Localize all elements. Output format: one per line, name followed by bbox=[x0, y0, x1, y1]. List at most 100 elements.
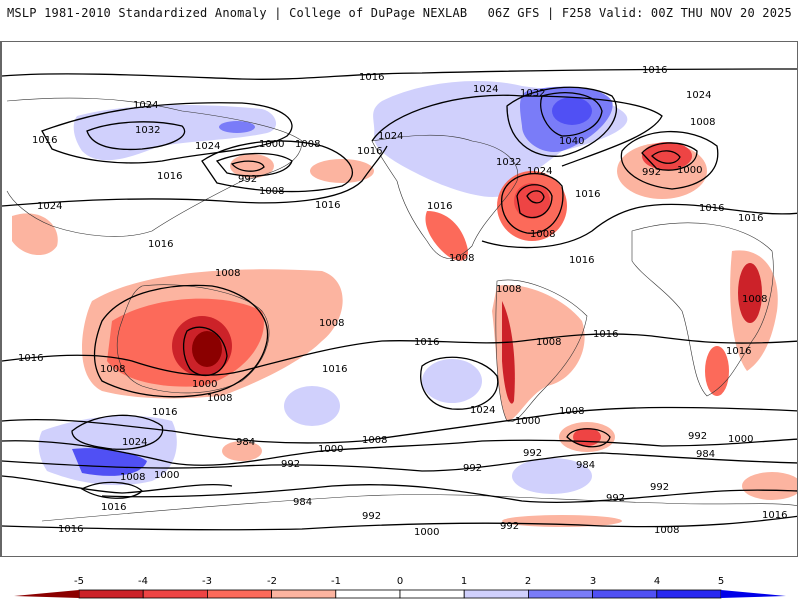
contour-label: 984 bbox=[696, 449, 715, 460]
map-title: MSLP 1981-2010 Standardized Anomaly | Co… bbox=[7, 6, 468, 20]
colorbar-segment bbox=[206, 589, 272, 599]
isobar-1008-uk bbox=[620, 130, 719, 190]
isobar-1032-siberia bbox=[86, 121, 186, 151]
isobar-1024-tasman bbox=[71, 414, 164, 450]
colorbar-segment bbox=[142, 589, 208, 599]
contour-label: 1016 bbox=[58, 524, 83, 535]
contour-label: 1016 bbox=[148, 239, 173, 250]
contour-label: 1008 bbox=[496, 284, 521, 295]
colorbar-tick: 5 bbox=[717, 576, 725, 587]
contour-label: 1016 bbox=[357, 146, 382, 157]
contour-label: 984 bbox=[293, 497, 312, 508]
positive-anomaly-siberia bbox=[73, 105, 277, 161]
negative-anomaly-india bbox=[12, 213, 58, 256]
negative-anomaly-south-africa bbox=[705, 346, 729, 396]
colorbar-tick: -2 bbox=[267, 576, 277, 587]
contour-labels: 1016 1016 1024 1032 1024 1016 1016 1024 … bbox=[18, 65, 787, 538]
contour-label: 1024 bbox=[473, 84, 498, 95]
isobar-1008-australia bbox=[93, 284, 269, 398]
contour-label: 1016 bbox=[18, 353, 43, 364]
colorbar-segment bbox=[271, 589, 337, 599]
contour-label: 1016 bbox=[642, 65, 667, 76]
isobar-1024-canada bbox=[371, 94, 663, 167]
contour-label: 1016 bbox=[315, 200, 340, 211]
isobar-1016-atlantic bbox=[481, 203, 797, 249]
contour-label: 992 bbox=[362, 511, 381, 522]
isobar-1024-siberia bbox=[41, 102, 293, 164]
isobar-1008-atlantic-low bbox=[501, 173, 564, 234]
contour-label: 1024 bbox=[133, 100, 158, 111]
negative-anomaly-north-pacific bbox=[310, 159, 374, 183]
colorbar-tick: 3 bbox=[589, 576, 597, 587]
contour-label: 1008 bbox=[120, 472, 145, 483]
isobar-1032-greenland bbox=[506, 86, 618, 157]
isobar-1000-aleutian bbox=[215, 152, 293, 177]
contour-label: 1000 bbox=[414, 527, 439, 538]
isobar-1016-arctic bbox=[2, 68, 797, 80]
colorbar-tick: 1 bbox=[460, 576, 468, 587]
contour-label: 1008 bbox=[654, 525, 679, 536]
contour-label: 1024 bbox=[686, 90, 711, 101]
contour-label: 1024 bbox=[195, 141, 220, 152]
contour-label: 1024 bbox=[470, 405, 495, 416]
contour-label: 1024 bbox=[527, 166, 552, 177]
contour-label: 984 bbox=[236, 437, 255, 448]
colorbar-segment bbox=[592, 589, 658, 599]
contour-label: 1000 bbox=[154, 470, 179, 481]
contour-label: 1016 bbox=[157, 171, 182, 182]
contour-label: 992 bbox=[642, 167, 661, 178]
isobar-992-southern bbox=[2, 452, 797, 472]
contour-label: 1016 bbox=[152, 407, 177, 418]
colorbar-tick: 4 bbox=[653, 576, 661, 587]
isobar-1016-chile-tasman-low bbox=[80, 481, 143, 499]
isobar-1016-tasman bbox=[2, 475, 233, 494]
model-run-info: 06Z GFS | F258 Valid: 00Z THU NOV 20 202… bbox=[487, 6, 792, 20]
contour-label: 1008 bbox=[559, 406, 584, 417]
contour-label: 992 bbox=[463, 463, 482, 474]
contour-label: 1008 bbox=[449, 253, 474, 264]
colorbar-tick: 2 bbox=[524, 576, 532, 587]
contour-label: 1024 bbox=[122, 437, 147, 448]
contour-label: 1016 bbox=[575, 189, 600, 200]
negative-anomaly-andes bbox=[502, 301, 515, 404]
colorbar-segment bbox=[78, 589, 144, 599]
positive-anomaly-south-pacific bbox=[284, 386, 340, 426]
contour-label: 992 bbox=[650, 482, 669, 493]
contour-label: 992 bbox=[500, 521, 519, 532]
negative-anomaly-uk-core bbox=[642, 142, 692, 170]
contour-label: 1016 bbox=[569, 255, 594, 266]
isobar-1016-tropics bbox=[2, 333, 797, 376]
contour-label: 1016 bbox=[738, 213, 763, 224]
contour-label: 1008 bbox=[319, 318, 344, 329]
coast-north-america bbox=[371, 134, 519, 259]
contour-label: 984 bbox=[576, 460, 595, 471]
colorbar-segment bbox=[399, 589, 465, 599]
contour-label: 1008 bbox=[295, 139, 320, 150]
negative-anomaly-aleutian bbox=[230, 154, 274, 178]
isobar-1008-southern bbox=[2, 406, 797, 444]
negative-anomaly-southern-ocean bbox=[222, 441, 262, 461]
isobar-1016-antarctic bbox=[2, 515, 797, 531]
isobar-992-aleutian bbox=[230, 160, 265, 172]
negative-anomaly-mexico bbox=[425, 211, 468, 261]
isobar-992-atlantic-low bbox=[526, 190, 545, 204]
contour-label: 1016 bbox=[699, 203, 724, 214]
contour-label: 1008 bbox=[690, 117, 715, 128]
contour-label: 1016 bbox=[101, 502, 126, 513]
positive-anomaly-siberia-core bbox=[219, 121, 255, 133]
contour-label: 1040 bbox=[559, 136, 584, 147]
negative-anomaly-south-america bbox=[492, 285, 585, 421]
mslp-anomaly-map: 1016 1016 1024 1032 1024 1016 1016 1024 … bbox=[2, 65, 797, 538]
contour-label: 1000 bbox=[192, 379, 217, 390]
contour-label: 1000 bbox=[318, 444, 343, 455]
contour-label: 1024 bbox=[37, 201, 62, 212]
contour-label: 1016 bbox=[322, 364, 347, 375]
contour-label: 1000 bbox=[259, 139, 284, 150]
colorbar bbox=[14, 589, 786, 599]
colorbar-extend-high bbox=[721, 590, 786, 598]
contour-label: 1008 bbox=[742, 294, 767, 305]
contour-label: 992 bbox=[688, 431, 707, 442]
isobar-984-southern bbox=[101, 484, 797, 504]
coast-africa bbox=[631, 222, 774, 397]
negative-anomaly-south-indian bbox=[742, 472, 797, 500]
